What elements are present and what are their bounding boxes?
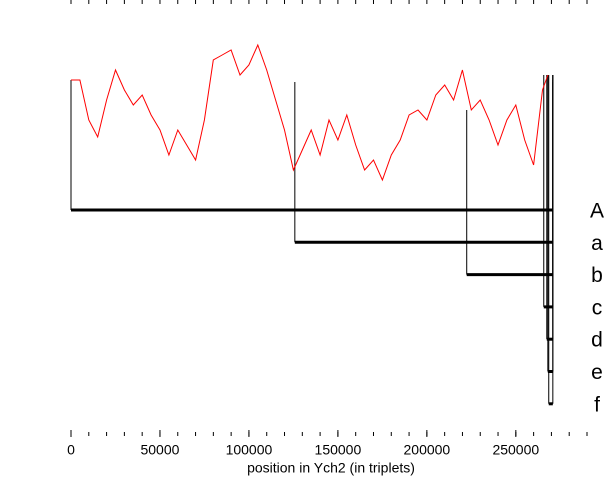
x-tick-label: 250000 bbox=[492, 442, 539, 458]
interval-label: b bbox=[591, 264, 603, 287]
interval-label: a bbox=[591, 232, 603, 255]
interval-label: c bbox=[592, 296, 603, 319]
data-line bbox=[71, 43, 549, 182]
x-tick-label: 100000 bbox=[226, 442, 273, 458]
x-tick-label: 0 bbox=[67, 442, 75, 458]
x-tick-label: 50000 bbox=[140, 442, 179, 458]
x-tick-label: 150000 bbox=[315, 442, 362, 458]
interval-label: f bbox=[594, 393, 600, 416]
interval-label: e bbox=[591, 361, 603, 384]
interval-label: A bbox=[590, 200, 604, 223]
x-tick-label: 200000 bbox=[404, 442, 451, 458]
x-axis-label: position in Ych2 (in triplets) bbox=[247, 460, 415, 476]
interval-label: d bbox=[591, 329, 603, 352]
